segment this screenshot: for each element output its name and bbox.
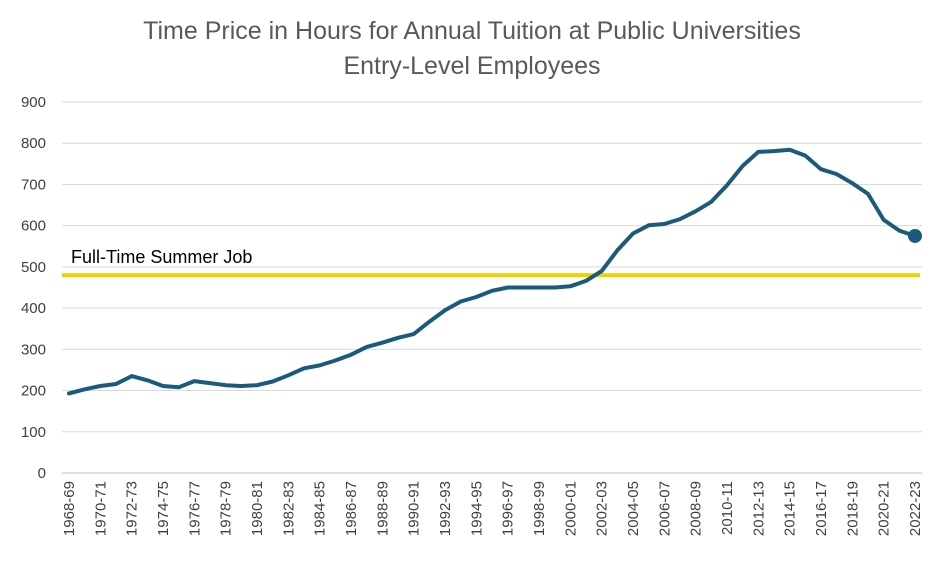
x-tick-label: 1984-85 <box>312 481 329 536</box>
y-tick-label: 300 <box>21 341 46 358</box>
reference-line-group: Full-Time Summer Job <box>62 247 920 278</box>
x-tick-label: 1980-81 <box>249 481 266 536</box>
y-tick-label: 400 <box>21 300 46 317</box>
chart-title: Time Price in Hours for Annual Tuition a… <box>143 17 801 45</box>
series-group <box>67 147 922 396</box>
y-tick-label: 0 <box>38 465 46 482</box>
x-tick-label: 2008-09 <box>688 481 705 536</box>
gridlines <box>62 101 922 474</box>
y-tick-label: 600 <box>21 218 46 235</box>
series-line <box>67 147 917 396</box>
x-tick-label: 2022-23 <box>907 481 924 536</box>
x-tick-label: 1988-89 <box>374 481 391 536</box>
x-tick-label: 2014-15 <box>782 481 799 536</box>
x-tick-label: 1978-79 <box>218 481 235 536</box>
x-tick-label: 1990-91 <box>406 481 423 536</box>
chart-subtitle: Entry-Level Employees <box>343 52 600 80</box>
y-tick-label: 200 <box>21 383 46 400</box>
x-tick-label: 1968-69 <box>61 481 78 536</box>
x-tick-label: 2020-21 <box>876 481 893 536</box>
x-tick-label: 1998-99 <box>531 481 548 536</box>
x-tick-label: 1982-83 <box>280 481 297 536</box>
x-tick-label: 2006-07 <box>656 481 673 536</box>
x-tick-label: 1994-95 <box>468 481 485 536</box>
y-tick-label: 100 <box>21 424 46 441</box>
y-tick-label: 900 <box>21 94 46 111</box>
y-tick-label: 800 <box>21 135 46 152</box>
y-tick-label: 700 <box>21 176 46 193</box>
x-tick-label: 2012-13 <box>750 481 767 536</box>
x-tick-label: 1996-97 <box>500 481 517 536</box>
x-tick-label: 1986-87 <box>343 481 360 536</box>
x-tick-label: 1972-73 <box>124 481 141 536</box>
x-tick-label: 1992-93 <box>437 481 454 536</box>
x-tick-label: 2018-19 <box>844 481 861 536</box>
last-data-point-marker <box>908 228 922 243</box>
x-tick-label: 2016-17 <box>813 481 830 536</box>
x-tick-label: 1974-75 <box>155 481 172 536</box>
y-tick-label: 500 <box>21 259 46 276</box>
x-tick-label: 1976-77 <box>186 481 203 536</box>
x-tick-label: 2002-03 <box>594 481 611 536</box>
x-tick-label: 1970-71 <box>92 481 109 536</box>
y-axis-ticks: 0 100 200 300 400 500 600 700 800 900 <box>21 94 46 482</box>
x-tick-label: 2000-01 <box>562 481 579 536</box>
reference-line-label: Full-Time Summer Job <box>71 247 252 267</box>
x-axis-ticks: 1968-69 1970-71 1972-73 1974-75 1976-77 1978-… <box>61 481 924 536</box>
x-tick-label: 2010-11 <box>719 481 736 535</box>
x-tick-label: 2004-05 <box>625 481 642 536</box>
